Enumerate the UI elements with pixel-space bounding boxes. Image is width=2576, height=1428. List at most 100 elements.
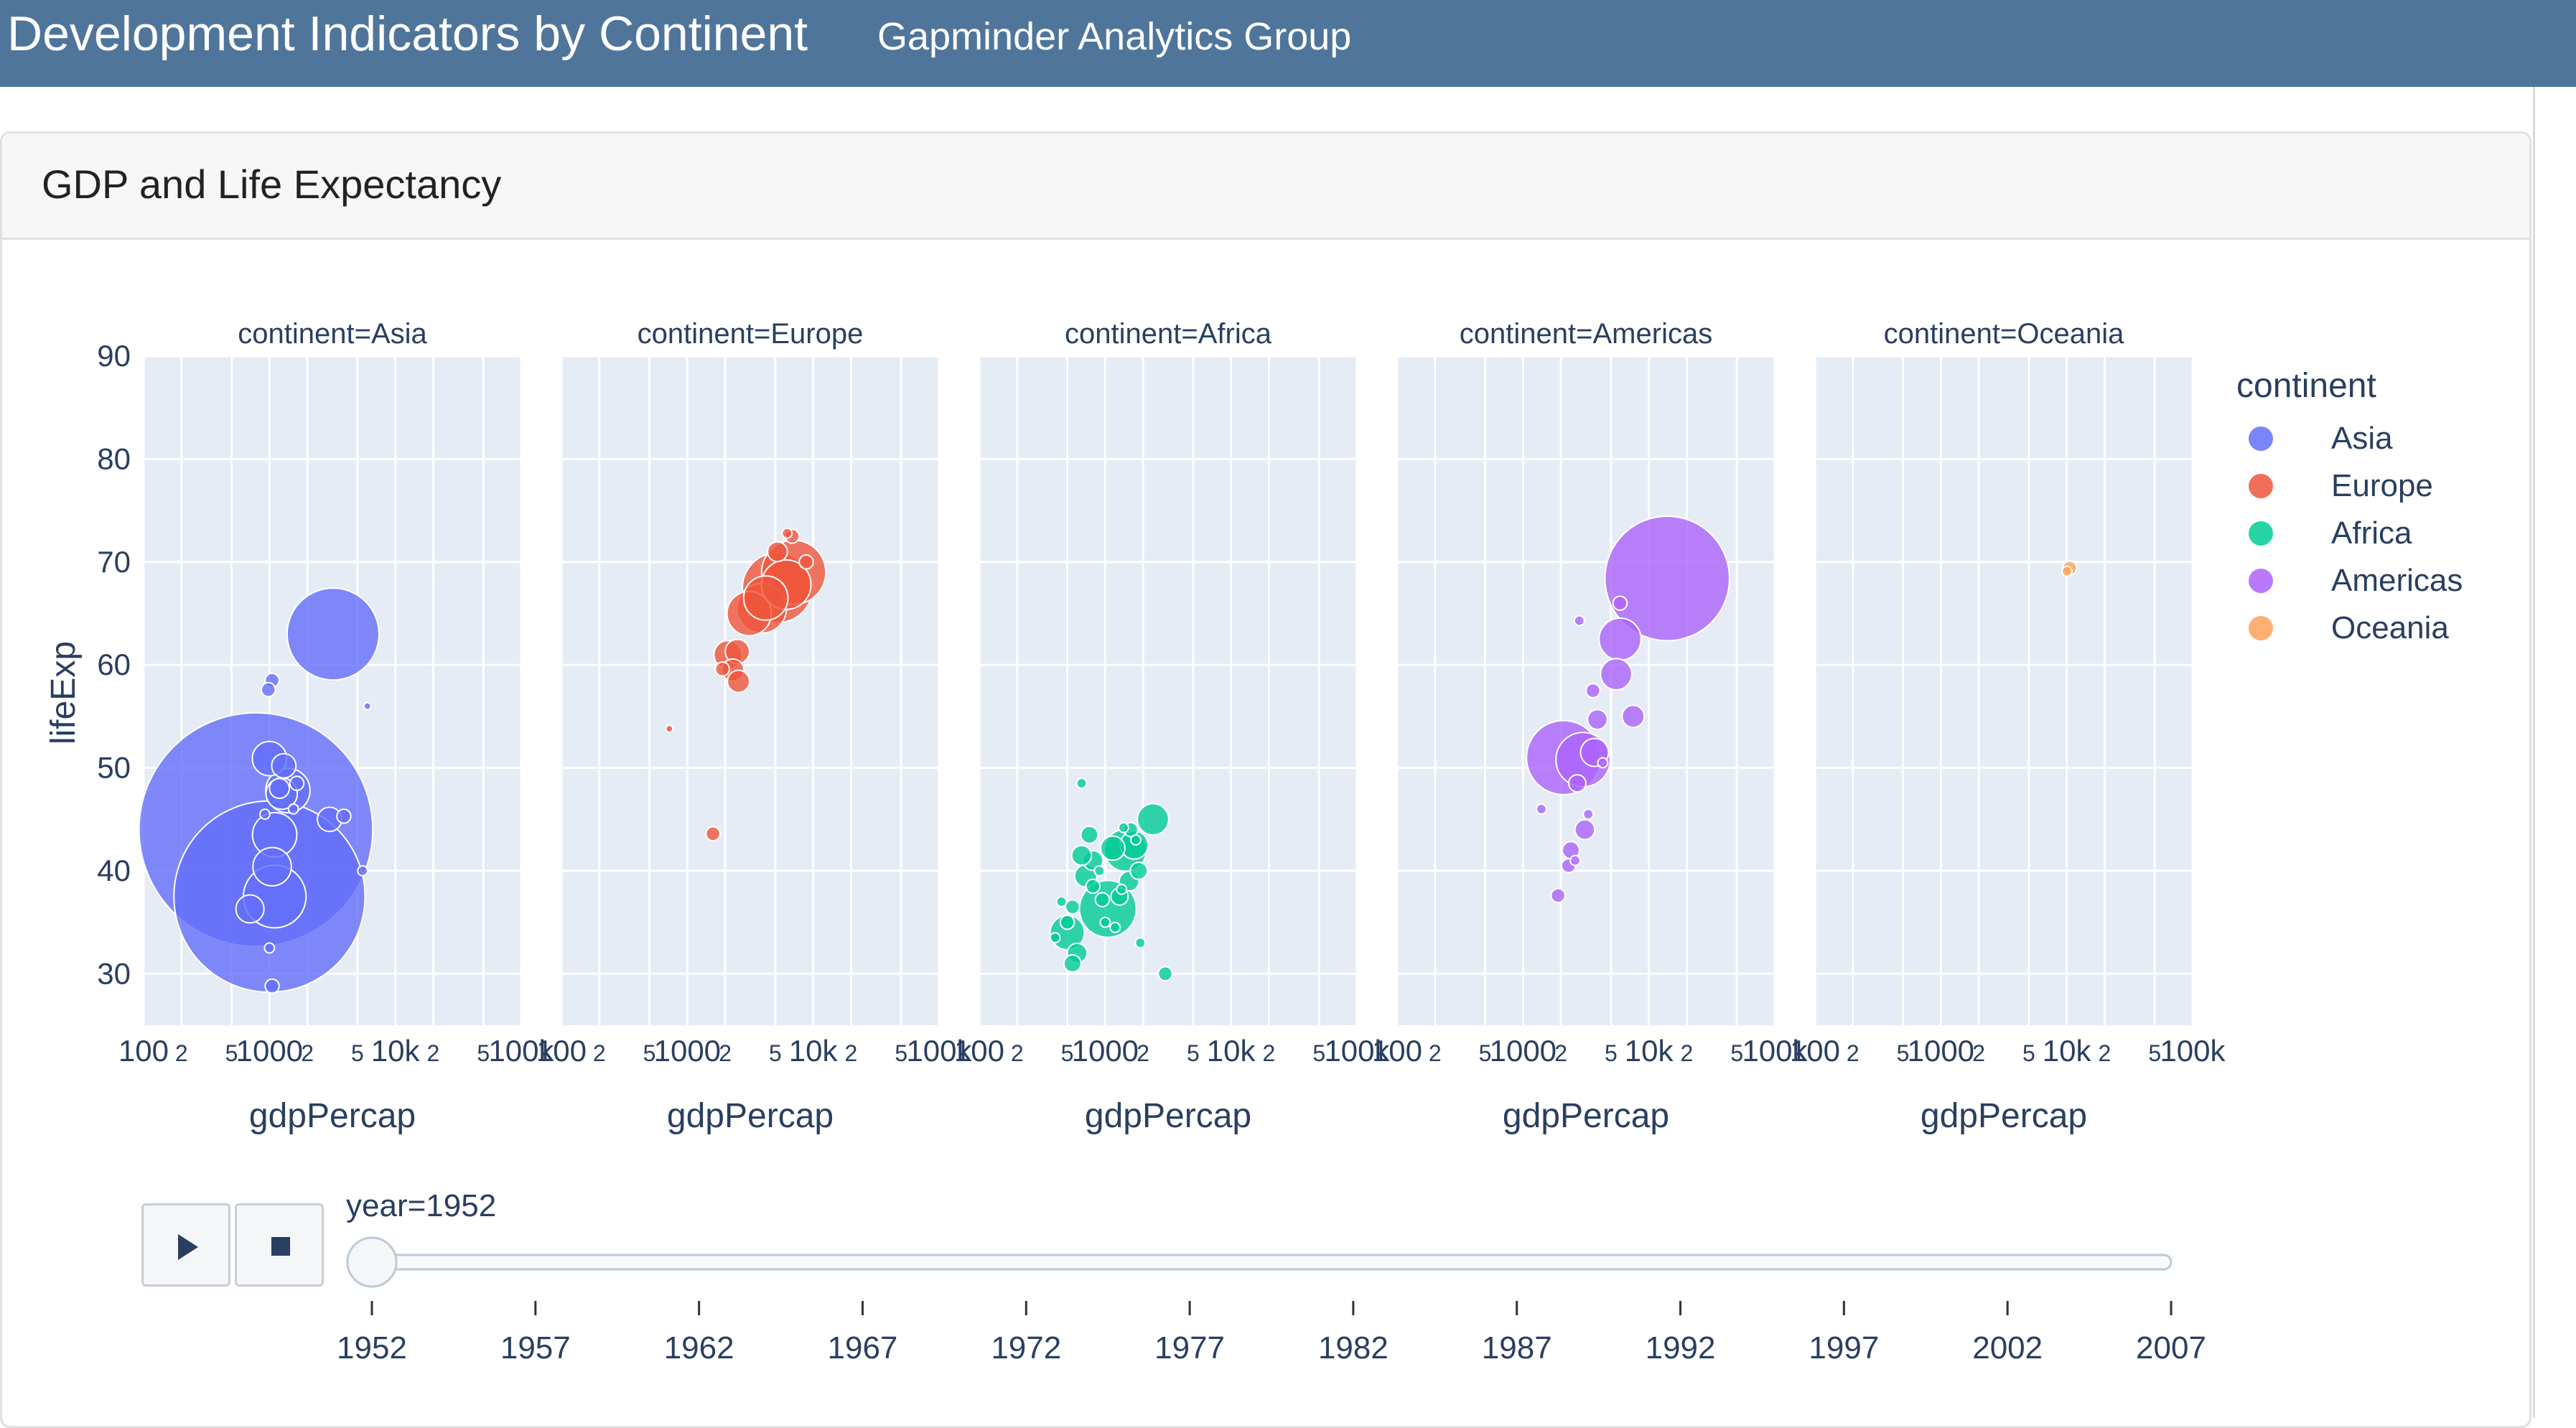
data-point-europe[interactable] — [714, 661, 730, 677]
data-point-americas[interactable] — [1536, 803, 1547, 815]
data-point-europe[interactable] — [798, 554, 814, 570]
data-point-europe[interactable] — [727, 669, 751, 694]
x-tick-label: 1000 — [1908, 1034, 1974, 1068]
x-tick-label: 10k — [1625, 1034, 1674, 1068]
x-tick-label: 2 — [593, 1040, 606, 1066]
x-axis-label: gdpPercap — [1503, 1097, 1669, 1135]
data-point-africa[interactable] — [1085, 878, 1101, 895]
data-point-europe[interactable] — [665, 724, 674, 733]
x-axis-label: gdpPercap — [249, 1097, 416, 1135]
data-point-africa[interactable] — [1129, 861, 1149, 880]
x-axis-label: gdpPercap — [1085, 1097, 1251, 1135]
data-point-europe[interactable] — [705, 826, 721, 842]
data-point-asia[interactable] — [235, 894, 265, 924]
data-point-africa[interactable] — [1075, 778, 1088, 789]
stop-button[interactable] — [235, 1203, 324, 1287]
slider-year-label: 1977 — [1154, 1330, 1225, 1366]
x-tick-label: 2 — [1847, 1040, 1859, 1066]
data-point-asia[interactable] — [289, 775, 305, 791]
legend-label: Africa — [2331, 515, 2412, 551]
card-header: GDP and Life Expectancy — [2, 134, 2529, 240]
slider-year-label: 1952 — [337, 1330, 407, 1366]
card-title: GDP and Life Expectancy — [42, 162, 502, 207]
data-point-americas[interactable] — [1585, 683, 1601, 699]
data-point-americas[interactable] — [1597, 757, 1609, 769]
data-point-americas[interactable] — [1569, 854, 1581, 867]
x-tick-label: 5 — [1897, 1040, 1910, 1066]
slider-current-label: year=1952 — [346, 1188, 496, 1223]
data-point-asia[interactable] — [263, 942, 276, 954]
data-point-americas[interactable] — [1550, 887, 1566, 904]
data-point-africa[interactable] — [1116, 883, 1128, 895]
data-point-asia[interactable] — [287, 803, 299, 815]
data-point-africa[interactable] — [1063, 954, 1082, 973]
y-tick-label: 80 — [97, 442, 131, 475]
data-point-americas[interactable] — [1598, 617, 1642, 661]
data-point-europe[interactable] — [742, 575, 789, 621]
data-point-americas[interactable] — [1568, 774, 1587, 793]
data-point-americas[interactable] — [1621, 704, 1646, 729]
x-tick-label: 100 — [118, 1034, 169, 1068]
data-point-africa[interactable] — [1094, 892, 1111, 907]
data-point-africa[interactable] — [1130, 834, 1142, 846]
x-tick-label: 10k — [1207, 1034, 1256, 1068]
data-point-asia[interactable] — [264, 978, 280, 994]
x-tick-label: 2 — [301, 1040, 314, 1066]
data-point-americas[interactable] — [1587, 709, 1608, 730]
data-point-africa[interactable] — [1109, 921, 1121, 933]
data-point-asia[interactable] — [261, 681, 276, 698]
data-point-africa[interactable] — [1100, 835, 1126, 862]
data-point-asia[interactable] — [259, 808, 271, 820]
data-point-asia[interactable] — [286, 587, 380, 681]
legend-label: Asia — [2331, 421, 2393, 456]
x-tick-label: 1000 — [1072, 1034, 1139, 1068]
x-tick-label: 10k — [371, 1034, 421, 1068]
data-point-africa[interactable] — [1137, 803, 1170, 836]
x-tick-label: 2 — [1137, 1040, 1149, 1066]
slider-year-label: 1967 — [828, 1330, 898, 1366]
legend-swatch — [2249, 521, 2273, 546]
data-point-americas[interactable] — [1582, 808, 1595, 820]
slider-handle[interactable] — [346, 1236, 398, 1288]
data-point-africa[interactable] — [1070, 844, 1093, 867]
x-tick-label: 100k — [906, 1034, 972, 1068]
data-point-africa[interactable] — [1134, 937, 1147, 949]
data-point-americas[interactable] — [1573, 615, 1585, 627]
data-point-asia[interactable] — [269, 778, 291, 800]
data-point-asia[interactable] — [363, 701, 372, 711]
data-point-africa[interactable] — [1157, 966, 1173, 982]
x-tick-label: 2 — [1429, 1040, 1442, 1066]
data-point-africa[interactable] — [1080, 825, 1099, 844]
data-point-africa[interactable] — [1065, 899, 1081, 915]
data-point-africa[interactable] — [1059, 914, 1075, 930]
data-point-europe[interactable] — [767, 541, 788, 563]
x-tick-label: 5 — [225, 1040, 238, 1066]
data-point-asia[interactable] — [357, 865, 369, 877]
data-point-africa[interactable] — [1055, 896, 1068, 907]
x-tick-label: 100 — [536, 1034, 587, 1068]
x-tick-label: 5 — [895, 1040, 907, 1066]
data-point-americas[interactable] — [1600, 658, 1633, 691]
data-point-africa[interactable] — [1118, 821, 1129, 834]
data-point-asia[interactable] — [271, 752, 297, 779]
data-point-asia[interactable] — [336, 808, 352, 824]
data-point-asia[interactable] — [252, 846, 292, 887]
x-tick-label: 2 — [427, 1040, 440, 1066]
x-tick-label: 2 — [175, 1040, 188, 1066]
data-point-americas[interactable] — [1604, 515, 1730, 642]
slider-track[interactable] — [370, 1254, 2173, 1271]
play-button[interactable] — [141, 1203, 230, 1287]
x-axis-label: gdpPercap — [667, 1097, 834, 1135]
x-tick-label: 2 — [1554, 1040, 1567, 1066]
data-point-africa[interactable] — [1093, 865, 1106, 877]
data-point-africa[interactable] — [1099, 916, 1111, 928]
x-axis-label: gdpPercap — [1921, 1097, 2087, 1135]
data-point-europe[interactable] — [781, 527, 793, 539]
data-point-oceania[interactable] — [2061, 565, 2073, 577]
data-point-americas[interactable] — [1574, 818, 1596, 841]
x-tick-label: 100 — [1372, 1034, 1422, 1068]
legend-label: Europe — [2331, 468, 2433, 503]
data-point-americas[interactable] — [1612, 595, 1628, 611]
data-point-africa[interactable] — [1049, 932, 1061, 944]
